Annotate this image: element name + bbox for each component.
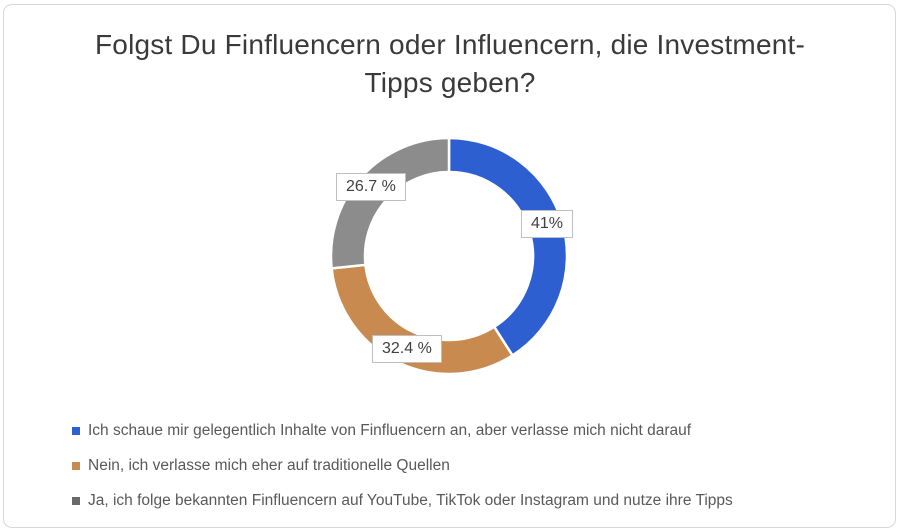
donut-segment-0 [447, 136, 569, 358]
legend-swatch-blue-icon [72, 426, 80, 435]
data-label-gray: 26.7 % [336, 173, 406, 201]
legend-swatch-orange-icon [72, 461, 80, 470]
chart-title-line2: Tipps geben? [364, 67, 536, 98]
data-label-blue: 41% [521, 210, 574, 238]
legend: Ich schaue mir gelegentlich Inhalte von … [72, 421, 733, 526]
legend-label-blue: Ich schaue mir gelegentlich Inhalte von … [88, 421, 692, 439]
legend-label-orange: Nein, ich verlasse mich eher auf traditi… [88, 456, 450, 474]
donut-segment-2 [329, 136, 451, 270]
legend-label-gray: Ja, ich folge bekannten Finfluencern auf… [88, 491, 733, 509]
legend-item-gray: Ja, ich folge bekannten Finfluencern auf… [72, 491, 733, 510]
legend-item-blue: Ich schaue mir gelegentlich Inhalte von … [72, 421, 733, 440]
data-label-orange: 32.4 % [372, 335, 442, 363]
legend-item-orange: Nein, ich verlasse mich eher auf traditi… [72, 456, 733, 475]
chart-title-line1: Folgst Du Finfluencern oder Influencern,… [95, 29, 805, 60]
legend-swatch-gray-icon [72, 496, 80, 505]
chart-title: Folgst Du Finfluencern oder Influencern,… [0, 26, 900, 102]
